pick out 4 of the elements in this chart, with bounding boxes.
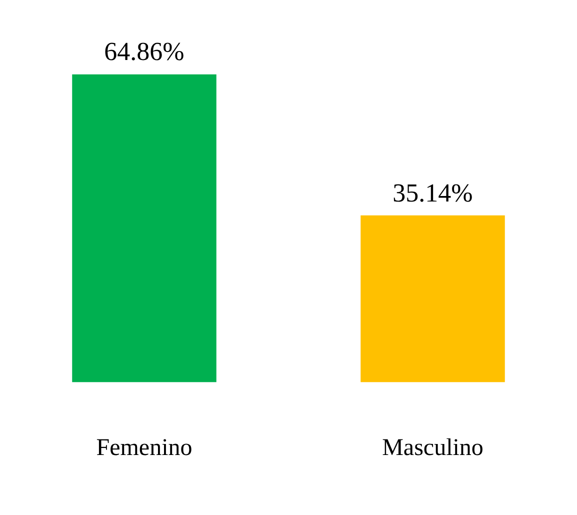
x-tick-label: Masculino xyxy=(382,434,484,461)
data-label: 35.14% xyxy=(392,178,473,208)
data-label: 64.86% xyxy=(104,37,184,66)
x-tick-label: Femenino xyxy=(96,434,192,461)
